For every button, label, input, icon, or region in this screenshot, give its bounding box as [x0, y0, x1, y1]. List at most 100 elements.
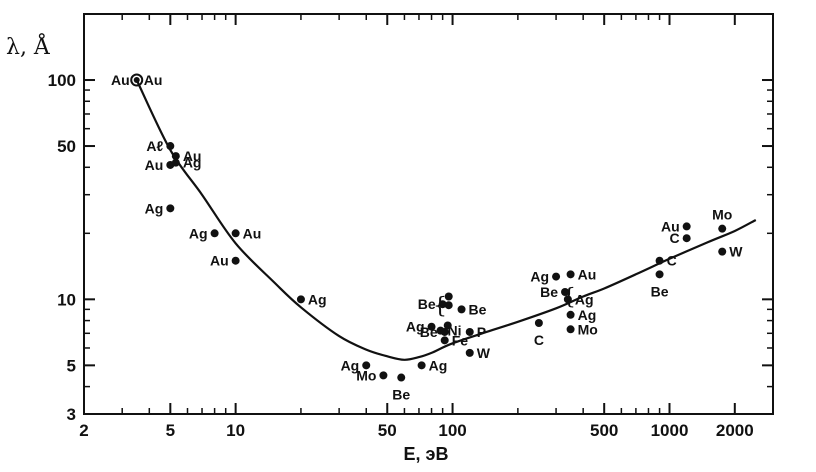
data-point [440, 327, 449, 336]
x-tick-label: 1000 [651, 421, 689, 440]
data-point [552, 272, 561, 281]
data-point [166, 204, 175, 213]
data-point-open [130, 73, 144, 87]
point-label: Be [469, 301, 487, 317]
point-label: Be [420, 324, 438, 340]
data-point [231, 229, 240, 238]
point-label: Mo [356, 367, 376, 383]
data-point [682, 234, 691, 243]
plot-frame [83, 13, 774, 415]
point-label: Be [651, 283, 669, 299]
data-point [444, 301, 453, 310]
x-tick-label: 10 [226, 421, 245, 440]
point-label: Ag [308, 291, 327, 307]
point-label: Au [210, 253, 229, 269]
y-tick-label: 5 [67, 356, 76, 375]
data-point [561, 287, 570, 296]
point-label: Au [144, 72, 163, 88]
data-point [440, 336, 449, 345]
data-point [443, 321, 452, 330]
data-point [427, 322, 436, 331]
point-label: Fe [452, 332, 469, 348]
fit-curve-layer [135, 79, 757, 361]
data-point [655, 256, 664, 265]
point-label: P [477, 324, 486, 340]
point-label: Au [661, 218, 680, 234]
data-point [465, 348, 474, 357]
point-label: Au [183, 148, 202, 164]
x-tick-label: 100 [438, 421, 466, 440]
data-point [718, 247, 727, 256]
data-point [566, 325, 575, 334]
data-point [397, 373, 406, 382]
data-point [534, 318, 543, 327]
point-label: Ag [406, 319, 425, 335]
point-label: C [667, 253, 677, 269]
point-label: Ag [429, 357, 448, 373]
point-label: Ag [183, 155, 202, 171]
plot-border [83, 13, 774, 415]
point-label: Au [145, 157, 164, 173]
data-point [379, 371, 388, 380]
point-label: Ag [575, 291, 594, 307]
y-tick-label: 10 [57, 290, 76, 309]
point-label: Aℓ [146, 138, 163, 154]
point-label: Au [111, 72, 130, 88]
y-tick-label: 3 [67, 405, 76, 424]
brace-mark: { [433, 294, 447, 319]
data-point [296, 295, 305, 304]
data-point [566, 310, 575, 319]
point-label: C [534, 332, 544, 348]
x-tick-label: 5 [166, 421, 175, 440]
axis-ticks: 2 5 10 50 100 500 1000 2000 3 5 10 50 100 [48, 13, 774, 440]
point-label: Be [392, 387, 410, 403]
point-label: Ag [189, 225, 208, 241]
y-tick-label: 50 [57, 137, 76, 156]
point-label: Be [540, 284, 558, 300]
point-label: C [670, 230, 680, 246]
point-label: Mo [578, 321, 598, 337]
data-point [444, 292, 453, 301]
data-point [438, 300, 447, 309]
data-point [171, 158, 180, 167]
point-label: W [729, 244, 743, 260]
data-point [566, 270, 575, 279]
x-tick-label: 2 [79, 421, 88, 440]
data-point [718, 224, 727, 233]
data-point [457, 305, 466, 314]
point-label: Ag [530, 269, 549, 285]
brace-marks: { { [433, 285, 576, 319]
point-label: Ag [145, 200, 164, 216]
point-label: Be [418, 296, 436, 312]
point-label: Ni [448, 323, 462, 339]
data-point [166, 142, 175, 151]
y-axis-title: λ, Å [6, 32, 51, 60]
data-point [231, 256, 240, 265]
data-point [417, 361, 426, 370]
point-label: Au [578, 266, 597, 282]
data-point [362, 361, 371, 370]
x-tick-label: 500 [590, 421, 618, 440]
data-point [465, 327, 474, 336]
data-point [210, 229, 219, 238]
point-label: Mo [712, 207, 732, 223]
data-point [563, 295, 572, 304]
point-label: W [477, 345, 491, 361]
point-label: Ag [341, 357, 360, 373]
x-tick-label: 2000 [716, 421, 754, 440]
point-label: Ag [578, 307, 597, 323]
x-tick-label: 50 [378, 421, 397, 440]
brace-mark: { [562, 285, 576, 310]
data-point [682, 222, 691, 231]
x-axis-title: E, эВ [404, 444, 449, 464]
data-points [130, 73, 727, 382]
data-point [655, 270, 664, 279]
data-point [171, 152, 180, 161]
y-tick-label: 100 [48, 71, 76, 90]
point-label: Au [243, 225, 262, 241]
data-point [133, 77, 140, 84]
fit-curve [135, 79, 757, 361]
